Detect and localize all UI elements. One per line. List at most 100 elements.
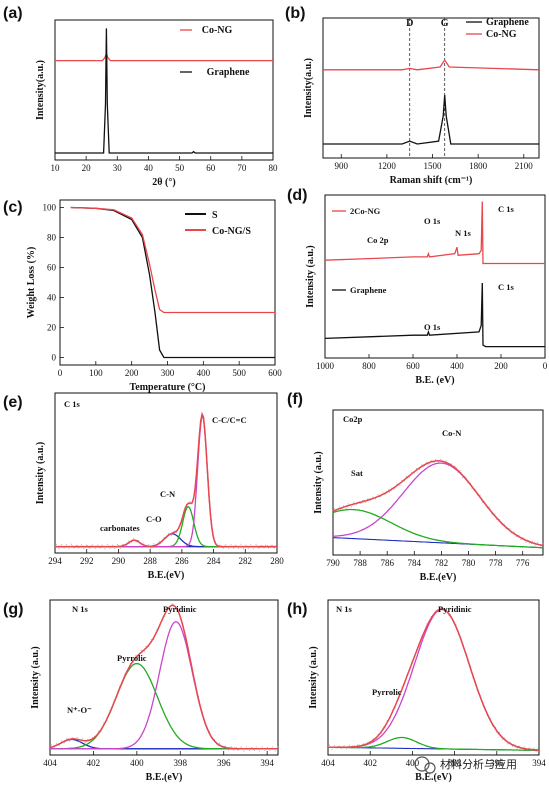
plot-frame xyxy=(322,17,540,159)
panel-label: (e) xyxy=(3,394,23,411)
series-line-graphene xyxy=(55,28,273,154)
peak-annotation: Co 2p xyxy=(367,235,389,245)
envelope-line xyxy=(332,460,544,547)
x-tick-label: 402 xyxy=(363,758,377,768)
series-line-co-ng-s xyxy=(70,206,275,314)
x-tick-label: 292 xyxy=(80,556,94,566)
y-axis-label: Intensity(a.u.) xyxy=(303,58,314,118)
x-tick-label: 404 xyxy=(43,758,57,768)
peak-label: C-O xyxy=(146,514,162,524)
x-tick-label: 400 xyxy=(406,758,420,768)
plot-frame xyxy=(49,599,279,756)
x-tick-label: 70 xyxy=(237,163,247,173)
peak-fit-c-o xyxy=(55,533,277,548)
peak-annotation: C 1s xyxy=(498,204,515,214)
panel-label: (g) xyxy=(3,601,23,618)
y-axis-label: Intensity (a.u.) xyxy=(35,442,46,505)
y-tick-label: 0 xyxy=(52,353,57,363)
x-tick-label: 500 xyxy=(232,368,246,378)
y-axis-label: Intensity (a.u.) xyxy=(313,451,324,514)
panel-e: (e) 294 292 290 288 286 284 282 280 B.E.(eV) Inten… xyxy=(3,392,284,581)
y-tick-label: 60 xyxy=(47,263,57,273)
y-tick-label: 100 xyxy=(43,203,57,213)
x-tick-label: 600 xyxy=(268,368,282,378)
legend-label: Graphene xyxy=(350,285,387,295)
panel-d: (d) 1000 800 600 400 200 0 B.E. (eV) Intensity (… xyxy=(287,187,548,386)
x-tick-label: 784 xyxy=(408,558,422,568)
x-axis-label: B.E.(eV) xyxy=(146,772,183,783)
y-tick-label: 40 xyxy=(47,293,57,303)
peak-label: Pyridinic xyxy=(438,604,472,614)
x-tick-label: 396 xyxy=(490,758,504,768)
x-tick-label: 288 xyxy=(143,556,157,566)
x-tick-label: 60 xyxy=(206,163,216,173)
y-axis-label: Intensity (a.u.) xyxy=(30,646,41,709)
x-axis-label: Raman shift (cm⁻¹) xyxy=(390,175,473,186)
x-tick-label: 398 xyxy=(174,758,188,768)
x-axis-label: B.E.(eV) xyxy=(415,772,452,783)
x-axis-label: B.E.(eV) xyxy=(148,570,185,581)
peak-label: C-N xyxy=(160,489,176,499)
wechat-icon xyxy=(424,762,436,774)
x-tick-label: 788 xyxy=(353,558,367,568)
panel-label: (b) xyxy=(285,5,305,22)
x-tick-label: 1500 xyxy=(424,161,443,171)
plot-frame xyxy=(332,409,544,556)
peak-fit-c-n xyxy=(55,505,277,548)
x-tick-label: 1200 xyxy=(378,161,397,171)
watermark-text: 材料分析与应用 xyxy=(440,757,517,771)
x-tick-label: 290 xyxy=(112,556,126,566)
x-tick-label: 20 xyxy=(82,163,92,173)
envelope-line xyxy=(49,604,278,750)
peak-annotation: N 1s xyxy=(455,228,472,238)
peak-fit-pyrrolic xyxy=(327,736,540,752)
x-tick-label: 782 xyxy=(435,558,449,568)
y-axis-label: Intensity(a.u.) xyxy=(35,60,46,120)
x-tick-label: 1000 xyxy=(316,361,335,371)
series-line-2co-ng xyxy=(324,201,545,265)
x-tick-label: 900 xyxy=(335,161,349,171)
peak-label: Sat xyxy=(351,468,363,478)
series-line-graphene xyxy=(323,94,539,145)
panel-b: (b) 900 1200 1500 1800 2100 Raman shift (cm⁻¹)… xyxy=(285,5,540,186)
x-tick-label: 0 xyxy=(58,368,63,378)
watermark: 材料分析与应用 xyxy=(414,756,517,774)
panel-label: (c) xyxy=(3,199,23,216)
legend-label: S xyxy=(212,210,218,221)
raw-data-line xyxy=(332,458,544,548)
peak-fit-pyridinic xyxy=(50,621,278,750)
peak-fit-c-c-c-c xyxy=(55,414,277,548)
x-tick-label: 400 xyxy=(450,361,464,371)
envelope-line xyxy=(328,608,540,751)
x-tick-label: 280 xyxy=(270,556,284,566)
peak-annotation: O 1s xyxy=(424,216,441,226)
x-tick-label: 394 xyxy=(532,758,546,768)
x-tick-label: 776 xyxy=(516,558,530,568)
legend-label: Graphene xyxy=(207,67,250,78)
peak-label: Pyrrolic xyxy=(372,687,402,697)
plot-title: N 1s xyxy=(336,604,353,614)
peak-label: N⁺-O⁻ xyxy=(67,705,92,715)
x-tick-label: 282 xyxy=(239,556,253,566)
y-tick-label: 20 xyxy=(47,323,57,333)
panel-label: (f) xyxy=(287,391,303,408)
panel-f: (f) 790 788 786 784 782 780 778 776 B.E.(eV) Inten… xyxy=(287,391,544,583)
reference-line-label: D xyxy=(406,18,413,29)
plot-frame xyxy=(54,19,274,161)
x-tick-label: 400 xyxy=(130,758,144,768)
x-tick-label: 600 xyxy=(406,361,420,371)
series-line-co-ng xyxy=(323,58,540,71)
x-axis-label: Temperature (°C) xyxy=(130,382,206,393)
x-tick-label: 1800 xyxy=(469,161,488,171)
peak-fit-sat xyxy=(332,508,543,549)
x-tick-label: 200 xyxy=(494,361,508,371)
x-tick-label: 394 xyxy=(260,758,274,768)
x-tick-label: 800 xyxy=(362,361,376,371)
reference-line-label: G xyxy=(441,18,449,29)
panel-c: (c) 0 100 200 300 400 500 600 0 20 40 60 80 100 Temper… xyxy=(3,199,282,393)
panel-label: (d) xyxy=(287,187,307,204)
x-tick-label: 284 xyxy=(207,556,221,566)
plot-frame xyxy=(327,599,540,756)
y-axis-label: Intensity (a.u.) xyxy=(305,245,316,308)
